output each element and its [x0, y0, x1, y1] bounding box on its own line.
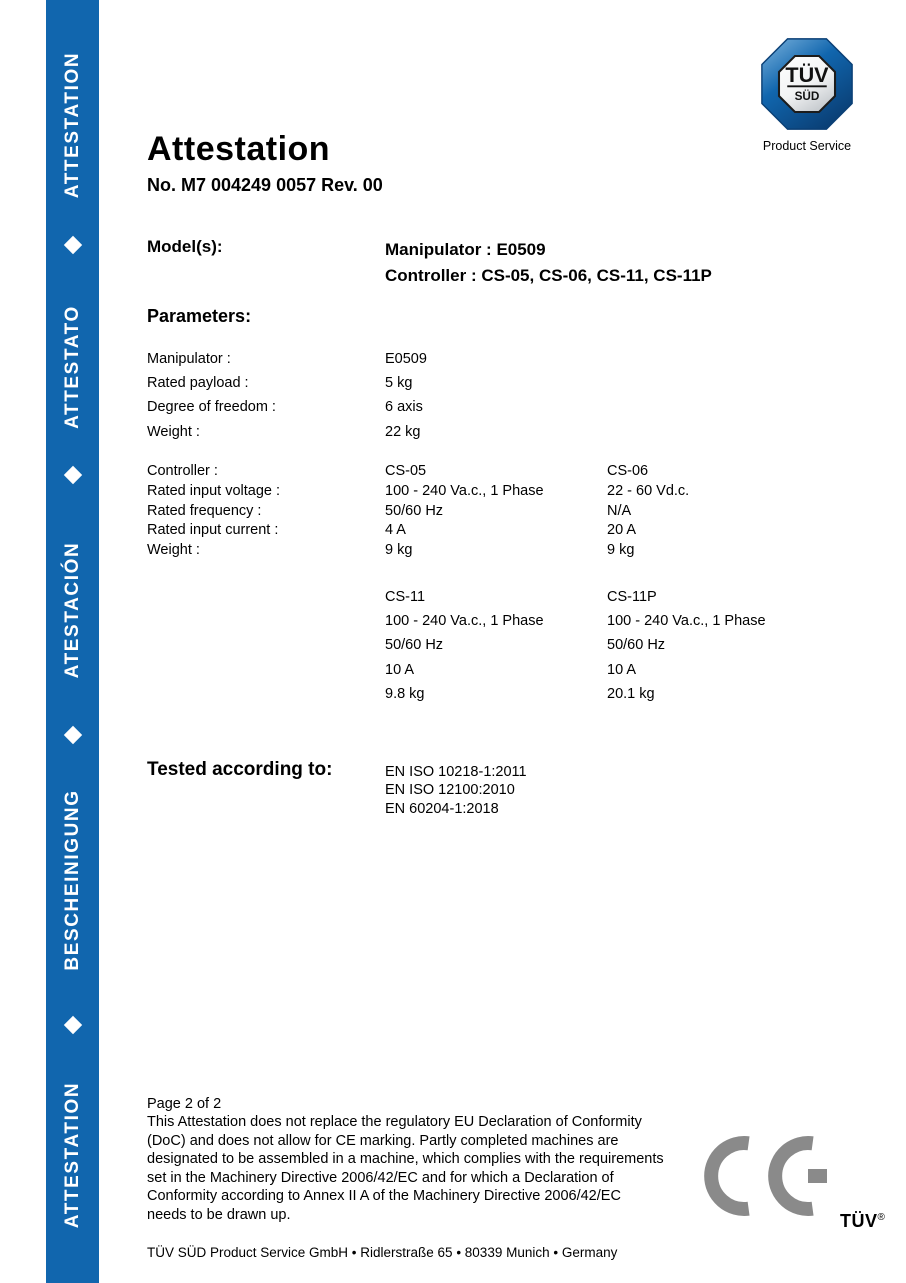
ce-mark-icon — [704, 1134, 834, 1223]
standard-item: EN 60204-1:2018 — [385, 800, 499, 817]
diamond-icon — [63, 235, 82, 255]
row-value-cs06: 20 A — [607, 522, 637, 539]
svg-text:SÜD: SÜD — [795, 90, 820, 103]
row-value: E0509 — [385, 351, 427, 367]
row-value-cs05: 50/60 Hz — [385, 502, 444, 519]
manipulator-parameters-table: Manipulator : E0509 Rated payload : 5 kg… — [147, 351, 607, 448]
model-manipulator: Manipulator : E0509 — [385, 240, 546, 259]
row-value-cs06: N/A — [607, 502, 632, 519]
row-value-cs06: 22 - 60 Vd.c. — [607, 482, 690, 499]
model-controller: Controller : CS-05, CS-06, CS-11, CS-11P — [385, 266, 712, 285]
row-value-cs11: CS-11 — [385, 589, 426, 605]
row-value-cs11: 100 - 240 Va.c., 1 Phase — [385, 613, 544, 630]
row-value-cs11p: 20.1 kg — [607, 685, 655, 702]
standard-item: EN ISO 12100:2010 — [385, 782, 515, 799]
row-value-cs05: 100 - 240 Va.c., 1 Phase — [385, 482, 544, 499]
row-value-cs05: CS-05 — [385, 463, 427, 479]
row-value-cs11p: 100 - 240 Va.c., 1 Phase — [607, 613, 766, 630]
row-label: Rated input voltage : — [147, 482, 281, 499]
legal-notice: This Attestation does not replace the re… — [147, 1114, 664, 1223]
row-label: Manipulator : — [147, 351, 231, 367]
models-block: Model(s): Manipulator : E0509 Controller… — [147, 237, 712, 289]
table-row: Weight : 22 kg — [147, 424, 607, 448]
row-value-cs05: 9 kg — [385, 542, 413, 559]
models-label: Model(s): — [147, 237, 223, 256]
standard-item: EN ISO 10218-1:2011 — [385, 764, 527, 780]
table-row: Rated input voltage : 100 - 240 Va.c., 1… — [147, 483, 689, 503]
page-title: Attestation — [147, 130, 331, 168]
row-label: Degree of freedom : — [147, 399, 276, 416]
document-number: No. M7 004249 0057 Rev. 00 — [147, 175, 383, 195]
row-value-cs11: 50/60 Hz — [385, 637, 444, 654]
row-value-cs06: 9 kg — [607, 542, 635, 559]
row-value: 22 kg — [385, 423, 421, 440]
table-row: 100 - 240 Va.c., 1 Phase 100 - 240 Va.c.… — [385, 613, 766, 637]
tuv-text: TÜV — [840, 1211, 878, 1231]
logo-caption: Product Service — [762, 139, 852, 153]
row-label: Controller : — [147, 463, 218, 479]
diamond-icon — [63, 465, 82, 485]
banner-word-attestation-en-top: ATTESTATION — [61, 51, 83, 199]
table-row: Rated input current : 4 A 20 A — [147, 522, 689, 542]
diamond-icon — [63, 725, 82, 745]
vertical-banner: ATTESTATION ATTESTATO ATESTACIÓN BESCHEI… — [46, 0, 99, 1283]
controller-parameters-table: Controller : CS-05 CS-06 Rated input vol… — [147, 463, 689, 562]
table-row: Rated frequency : 50/60 Hz N/A — [147, 503, 689, 523]
controller2-parameters-table: CS-11 CS-11P 100 - 240 Va.c., 1 Phase 10… — [385, 589, 766, 710]
table-row: 9.8 kg 20.1 kg — [385, 686, 766, 710]
row-value-cs05: 4 A — [385, 522, 406, 539]
row-label: Rated input current : — [147, 522, 279, 539]
row-value-cs11: 10 A — [385, 661, 415, 678]
page-number: Page 2 of 2 — [147, 1096, 222, 1112]
table-row: Degree of freedom : 6 axis — [147, 399, 607, 423]
banner-word-atestacion: ATESTACIÓN — [61, 541, 83, 679]
table-row: Rated payload : 5 kg — [147, 375, 607, 399]
diamond-icon — [63, 1015, 82, 1035]
table-row: Controller : CS-05 CS-06 — [147, 463, 689, 483]
table-row: 50/60 Hz 50/60 Hz — [385, 637, 766, 661]
row-value: 5 kg — [385, 375, 413, 392]
tuv-sued-octagon-icon: TÜV SÜD — [761, 38, 853, 130]
row-label: Rated frequency : — [147, 502, 262, 519]
row-label: Weight : — [147, 542, 200, 559]
table-row: Manipulator : E0509 — [147, 351, 607, 375]
table-row: 10 A 10 A — [385, 662, 766, 686]
table-row: Weight : 9 kg 9 kg — [147, 542, 689, 562]
table-row: CS-11 CS-11P — [385, 589, 766, 613]
tuv-sued-logo: TÜV SÜD Product Service — [760, 37, 854, 153]
row-label: Rated payload : — [147, 375, 249, 392]
row-value: 6 axis — [385, 399, 423, 416]
row-value-cs06: CS-06 — [607, 463, 649, 479]
parameters-heading: Parameters: — [147, 306, 252, 326]
svg-text:TÜV: TÜV — [785, 62, 829, 87]
banner-word-attestato: ATTESTATO — [61, 305, 83, 429]
row-value-cs11p: 10 A — [607, 661, 637, 678]
tested-according-label: Tested according to: — [147, 759, 333, 780]
banner-word-bescheinigung: BESCHEINIGUNG — [61, 789, 83, 971]
row-value-cs11: 9.8 kg — [385, 685, 425, 702]
row-value-cs11p: 50/60 Hz — [607, 637, 666, 654]
banner-word-attestation-en-bottom: ATTESTATION — [61, 1081, 83, 1229]
row-value-cs11p: CS-11P — [607, 589, 657, 605]
footer-address: TÜV SÜD Product Service GmbH • Ridlerstr… — [147, 1245, 618, 1260]
tuv-registered-mark: TÜV® — [840, 1211, 885, 1232]
tested-according-block: Tested according to: EN ISO 10218-1:2011… — [147, 759, 527, 818]
registered-symbol: ® — [877, 1212, 886, 1223]
row-label: Weight : — [147, 423, 200, 440]
